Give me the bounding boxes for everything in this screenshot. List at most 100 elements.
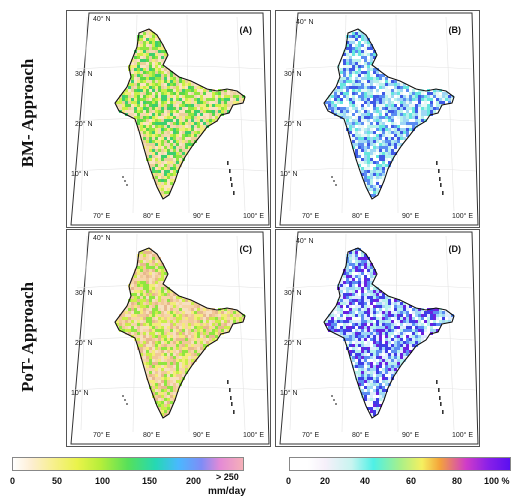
grid-cell [191, 344, 194, 347]
grid-cell [179, 149, 182, 152]
grid-cell [188, 311, 191, 314]
grid-cell [370, 155, 373, 158]
grid-cell [149, 98, 152, 101]
grid-cell [346, 314, 349, 317]
grid-cell [152, 326, 155, 329]
grid-cell [194, 347, 197, 350]
grid-cell [152, 92, 155, 95]
grid-cell [403, 89, 406, 92]
grid-cell [367, 104, 370, 107]
grid-cell [370, 149, 373, 152]
grid-cell [424, 101, 427, 104]
grid-cell [176, 299, 179, 302]
panel-label-b: (B) [448, 25, 462, 35]
grid-cell [197, 128, 200, 131]
grid-cell [152, 137, 155, 140]
grid-cell [137, 113, 140, 116]
grid-cell [448, 314, 451, 317]
grid-cell [182, 353, 185, 356]
grid-cell [152, 299, 155, 302]
grid-cell [352, 131, 355, 134]
grid-cell [430, 107, 433, 110]
grid-cell [155, 116, 158, 119]
grid-cell [424, 116, 427, 119]
grid-cell [182, 152, 185, 155]
grid-cell [346, 65, 349, 68]
grid-cell [349, 116, 352, 119]
grid-cell [358, 50, 361, 53]
grid-cell [143, 137, 146, 140]
island [233, 410, 235, 414]
grid-cell [188, 350, 191, 353]
grid-cell [167, 326, 170, 329]
grid-cell [352, 278, 355, 281]
grid-cell [188, 128, 191, 131]
grid-cell [382, 176, 385, 179]
grid-cell [346, 323, 349, 326]
grid-cell [140, 50, 143, 53]
grid-cell [176, 95, 179, 98]
grid-cell [421, 107, 424, 110]
grid-cell [155, 41, 158, 44]
grid-cell [352, 302, 355, 305]
grid-cell [143, 254, 146, 257]
grid-cell [364, 299, 367, 302]
grid-cell [361, 53, 364, 56]
grid-cell [209, 326, 212, 329]
grid-cell [191, 341, 194, 344]
grid-cell [358, 98, 361, 101]
grid-cell [164, 383, 167, 386]
grid-cell [212, 332, 215, 335]
grid-cell [182, 92, 185, 95]
grid-cell [382, 308, 385, 311]
grid-cell [424, 314, 427, 317]
grid-cell [167, 410, 170, 413]
grid-cell [167, 176, 170, 179]
grid-cell [158, 146, 161, 149]
grid-cell [355, 365, 358, 368]
grid-cell [152, 131, 155, 134]
grid-cell [367, 344, 370, 347]
grid-cell [328, 317, 331, 320]
grid-cell [358, 278, 361, 281]
row-label-pot: PoT- Approach [18, 281, 37, 393]
grid-cell [191, 353, 194, 356]
grid-cell [346, 41, 349, 44]
grid-cell [182, 125, 185, 128]
grid-cell [370, 362, 373, 365]
grid-cell [394, 341, 397, 344]
grid-cell [206, 341, 209, 344]
grid-cell [352, 92, 355, 95]
grid-cell [424, 320, 427, 323]
grid-cell [376, 104, 379, 107]
grid-cell [352, 272, 355, 275]
grid-cell [361, 380, 364, 383]
grid-cell [182, 356, 185, 359]
grid-cell [164, 125, 167, 128]
grid-cell [191, 323, 194, 326]
map-panel-c: (C) 40° N 30° N 20° N 10° N 70° E 80° E … [66, 229, 271, 447]
grid-cell [194, 89, 197, 92]
lat-tick-20: 20° N [284, 121, 302, 128]
grid-cell [167, 371, 170, 374]
grid-cell [179, 80, 182, 83]
grid-cell [185, 83, 188, 86]
grid-cell [349, 314, 352, 317]
grid-cell [140, 41, 143, 44]
grid-cell [349, 275, 352, 278]
grid-cell [391, 128, 394, 131]
grid-cell [370, 302, 373, 305]
grid-cell [191, 125, 194, 128]
grid-cell [140, 101, 143, 104]
grid-cell [340, 284, 343, 287]
grid-cell [158, 167, 161, 170]
grid-cell [388, 311, 391, 314]
grid-cell [167, 104, 170, 107]
grid-cell [236, 95, 239, 98]
grid-cell [385, 137, 388, 140]
grid-cell [164, 332, 167, 335]
grid-cell [191, 359, 194, 362]
grid-cell [388, 347, 391, 350]
grid-cell [361, 119, 364, 122]
grid-cell [364, 71, 367, 74]
